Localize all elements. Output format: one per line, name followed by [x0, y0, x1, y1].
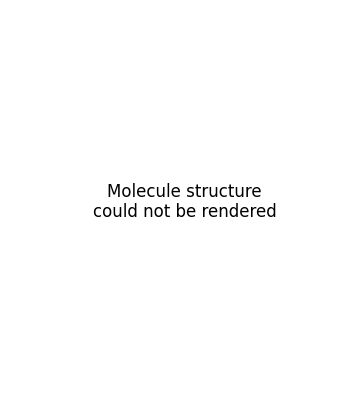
Text: Molecule structure
could not be rendered: Molecule structure could not be rendered [93, 182, 276, 222]
